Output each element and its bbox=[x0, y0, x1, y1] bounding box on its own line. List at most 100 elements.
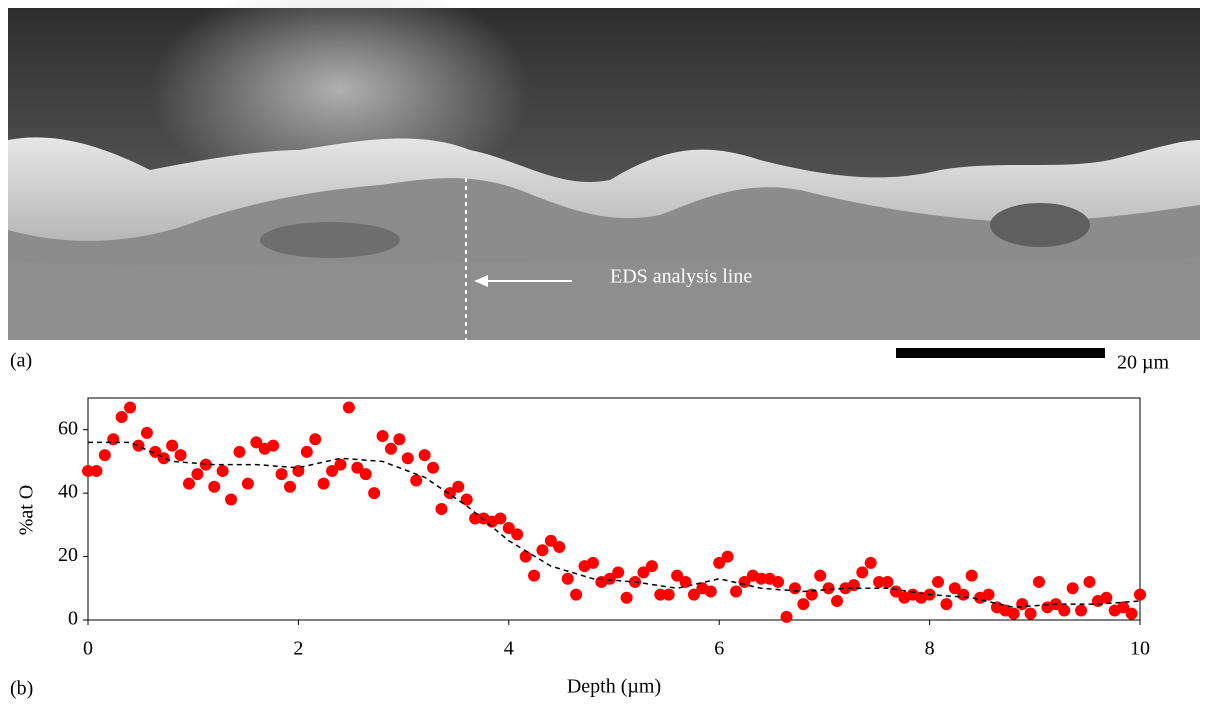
data-point bbox=[82, 464, 94, 477]
data-point bbox=[780, 610, 793, 623]
y-axis-title: %at O bbox=[16, 485, 38, 536]
data-point bbox=[410, 474, 423, 487]
data-point bbox=[140, 426, 153, 439]
data-point bbox=[1024, 607, 1037, 620]
data-point bbox=[452, 480, 465, 493]
data-point bbox=[351, 461, 364, 474]
data-point bbox=[418, 449, 431, 462]
data-point bbox=[1100, 591, 1113, 604]
data-point bbox=[797, 598, 810, 611]
data-point bbox=[1033, 575, 1046, 588]
data-point bbox=[157, 452, 170, 465]
data-point bbox=[384, 442, 397, 455]
data-point bbox=[393, 433, 406, 446]
data-point bbox=[300, 445, 313, 458]
annotation: EDS analysis line bbox=[610, 266, 752, 288]
data-point bbox=[932, 575, 945, 588]
data-point bbox=[1117, 601, 1130, 614]
data-point bbox=[704, 585, 717, 598]
plot-frame bbox=[87, 397, 1141, 621]
data-point bbox=[460, 493, 473, 506]
data-point bbox=[544, 534, 557, 547]
y-tick-label: 60 bbox=[58, 417, 78, 439]
data-point bbox=[233, 445, 246, 458]
data-point bbox=[620, 591, 633, 604]
data-point bbox=[982, 588, 995, 601]
data-point bbox=[957, 588, 970, 601]
data-point bbox=[309, 433, 322, 446]
data-point bbox=[368, 487, 381, 500]
data-point bbox=[528, 569, 541, 582]
data-point bbox=[1007, 607, 1020, 620]
data-point bbox=[115, 411, 128, 424]
data-point bbox=[334, 458, 347, 471]
data-point bbox=[637, 566, 650, 579]
data-point bbox=[603, 572, 616, 585]
data-point bbox=[166, 439, 179, 452]
data-point bbox=[1083, 575, 1096, 588]
data-point bbox=[241, 477, 254, 490]
data-point bbox=[671, 569, 684, 582]
data-point bbox=[940, 598, 953, 611]
trend-line bbox=[88, 441, 1141, 609]
data-point bbox=[519, 550, 532, 563]
data-point bbox=[662, 588, 675, 601]
data-point bbox=[216, 464, 229, 477]
data-point bbox=[645, 560, 658, 573]
y-tick-label: 40 bbox=[58, 481, 78, 503]
data-point bbox=[1066, 582, 1079, 595]
data-point bbox=[1075, 604, 1088, 617]
x-tick-label: 4 bbox=[504, 638, 514, 660]
data-point bbox=[755, 572, 768, 585]
data-point bbox=[713, 556, 726, 569]
data-point bbox=[864, 556, 877, 569]
data-point bbox=[822, 582, 835, 595]
data-point bbox=[738, 575, 751, 588]
data-point bbox=[317, 477, 330, 490]
x-tick-label: 10 bbox=[1130, 638, 1150, 660]
data-point bbox=[1134, 588, 1146, 601]
data-point bbox=[208, 480, 221, 493]
data-point bbox=[267, 439, 280, 452]
data-point bbox=[873, 575, 886, 588]
data-point bbox=[494, 512, 507, 525]
data-point bbox=[612, 566, 625, 579]
data-point bbox=[831, 594, 844, 607]
data-point bbox=[1016, 598, 1029, 611]
x-tick-label: 8 bbox=[925, 638, 935, 660]
y-tick-label: 0 bbox=[68, 608, 78, 630]
data-point bbox=[687, 588, 700, 601]
data-point bbox=[772, 575, 785, 588]
data-point bbox=[805, 588, 818, 601]
data-point bbox=[435, 503, 448, 515]
data-point bbox=[536, 544, 549, 557]
panel-label: (a) bbox=[10, 350, 32, 372]
x-tick-label: 2 bbox=[293, 638, 303, 660]
x-tick-label: 6 bbox=[714, 638, 724, 660]
data-point bbox=[427, 461, 440, 474]
data-point bbox=[275, 468, 288, 481]
data-point bbox=[721, 550, 734, 563]
data-point bbox=[553, 541, 566, 554]
x-tick-label: 0 bbox=[83, 638, 93, 660]
data-point bbox=[401, 452, 414, 465]
data-point bbox=[199, 458, 212, 471]
data-point bbox=[98, 449, 111, 462]
sem-image: EDS analysis line bbox=[8, 0, 1200, 340]
y-tick-label: 20 bbox=[58, 544, 78, 566]
data-point bbox=[586, 556, 599, 569]
data-point bbox=[561, 572, 574, 585]
data-point bbox=[847, 579, 860, 592]
data-point bbox=[1058, 604, 1071, 617]
data-point bbox=[90, 464, 103, 477]
data-point bbox=[191, 468, 204, 481]
data-point bbox=[182, 477, 195, 490]
data-point bbox=[342, 401, 355, 414]
data-point bbox=[107, 433, 120, 446]
data-point bbox=[948, 582, 961, 595]
data-point bbox=[326, 464, 339, 477]
data-point bbox=[469, 512, 482, 525]
data-point bbox=[814, 569, 827, 582]
data-point bbox=[250, 436, 263, 449]
